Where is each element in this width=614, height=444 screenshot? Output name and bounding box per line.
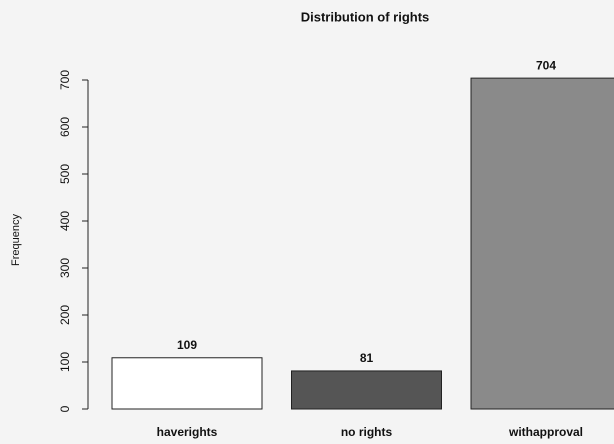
y-tick-label: 600 <box>58 117 72 137</box>
data-label: 109 <box>177 338 197 352</box>
bar <box>470 77 614 410</box>
y-tick-label: 100 <box>58 352 72 372</box>
data-label: 704 <box>536 58 556 72</box>
y-tick-label: 500 <box>58 164 72 184</box>
y-tick-label: 0 <box>58 405 72 412</box>
bar <box>291 370 442 410</box>
bar <box>111 357 263 410</box>
data-label: 81 <box>360 351 374 365</box>
x-tick-label: withapproval <box>508 425 583 439</box>
y-tick-label: 400 <box>58 211 72 231</box>
chart-title: Distribution of rights <box>301 9 430 24</box>
y-axis-label: Frequency <box>10 214 22 266</box>
y-tick-label: 700 <box>58 70 72 90</box>
y-tick-label: 300 <box>58 258 72 278</box>
x-tick-label: no rights <box>341 425 393 439</box>
x-tick-label: haverights <box>157 425 218 439</box>
y-tick-label: 200 <box>58 305 72 325</box>
